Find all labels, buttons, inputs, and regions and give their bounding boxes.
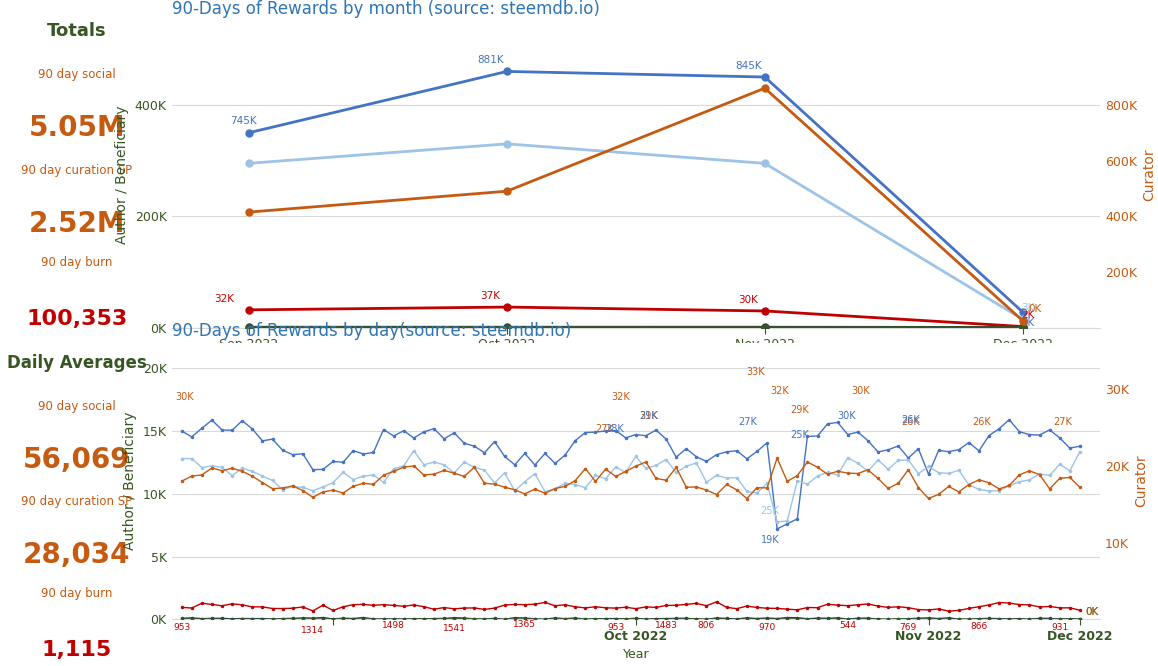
Text: 845K: 845K (735, 61, 762, 71)
Text: 745K: 745K (230, 117, 257, 127)
Text: 1541: 1541 (442, 624, 466, 633)
Text: 27K: 27K (1053, 418, 1072, 428)
Text: 1498: 1498 (382, 621, 405, 629)
Text: 30K: 30K (851, 386, 870, 396)
Text: 90-Days of Rewards by day(source: steemdb.io): 90-Days of Rewards by day(source: steemd… (171, 322, 571, 340)
Text: 769: 769 (900, 623, 917, 632)
Text: 32K: 32K (610, 392, 630, 402)
Text: 29K: 29K (639, 411, 658, 421)
Text: 1,115: 1,115 (42, 639, 112, 660)
Text: 25K: 25K (761, 506, 779, 516)
Text: 1365: 1365 (513, 620, 536, 629)
Text: 2K: 2K (1021, 310, 1035, 320)
Text: 5.05M: 5.05M (29, 114, 125, 142)
Text: 806: 806 (698, 621, 716, 630)
Text: 32K: 32K (770, 386, 790, 396)
Text: 26K: 26K (902, 415, 921, 425)
X-axis label: Year: Year (623, 649, 650, 661)
Text: 26K: 26K (973, 418, 991, 428)
Text: 32K: 32K (214, 294, 234, 304)
Text: 90 day social: 90 day social (38, 400, 116, 413)
Text: 90-Days of Rewards by month (source: steemdb.io): 90-Days of Rewards by month (source: ste… (171, 1, 600, 19)
Text: 3K: 3K (1021, 303, 1035, 313)
Text: 29K: 29K (791, 405, 809, 415)
Text: 30K: 30K (837, 411, 856, 421)
Text: 953: 953 (173, 623, 190, 631)
Text: 27K: 27K (595, 424, 614, 434)
Text: 33K: 33K (747, 367, 765, 377)
Text: 37K: 37K (481, 291, 500, 301)
Text: 953: 953 (607, 623, 624, 632)
Text: 28K: 28K (606, 424, 624, 434)
Text: 90 day curation SP: 90 day curation SP (21, 496, 132, 508)
X-axis label: Year: Year (623, 357, 650, 370)
Y-axis label: Curator: Curator (1135, 455, 1149, 507)
Y-axis label: Author / Beneficiary: Author / Beneficiary (115, 105, 130, 244)
Text: 0K: 0K (1085, 607, 1099, 617)
Text: 0K: 0K (1021, 318, 1035, 328)
Text: 2.52M: 2.52M (29, 210, 125, 238)
Text: Totals: Totals (47, 22, 107, 40)
Text: 90 day social: 90 day social (38, 68, 116, 81)
Text: 1314: 1314 (301, 626, 324, 635)
Text: 1483: 1483 (654, 621, 677, 629)
Text: 0K: 0K (1028, 304, 1041, 314)
Text: 100,353: 100,353 (27, 308, 127, 328)
Y-axis label: Author / Beneficiary: Author / Beneficiary (123, 412, 137, 550)
Text: 0K: 0K (1085, 607, 1099, 617)
Text: 931: 931 (1051, 623, 1069, 632)
Text: 30K: 30K (738, 294, 758, 304)
Text: 544: 544 (840, 621, 856, 630)
Text: 90 day burn: 90 day burn (42, 256, 112, 269)
Text: 26K: 26K (902, 418, 921, 428)
Text: 25K: 25K (791, 430, 809, 440)
Text: 90 day burn: 90 day burn (42, 587, 112, 600)
Text: 881K: 881K (477, 55, 504, 65)
Y-axis label: Curator: Curator (1143, 148, 1157, 201)
Text: 970: 970 (758, 623, 776, 633)
Text: 866: 866 (970, 622, 988, 631)
Text: 30K: 30K (175, 392, 193, 402)
Text: 19K: 19K (761, 535, 779, 545)
Text: 27K: 27K (738, 418, 757, 428)
Text: 56,069: 56,069 (23, 446, 131, 474)
Text: Daily Averages: Daily Averages (7, 354, 147, 372)
Text: 28,034: 28,034 (23, 541, 131, 569)
Text: 90 day curation SP: 90 day curation SP (21, 164, 132, 176)
Text: 31K: 31K (639, 411, 658, 421)
